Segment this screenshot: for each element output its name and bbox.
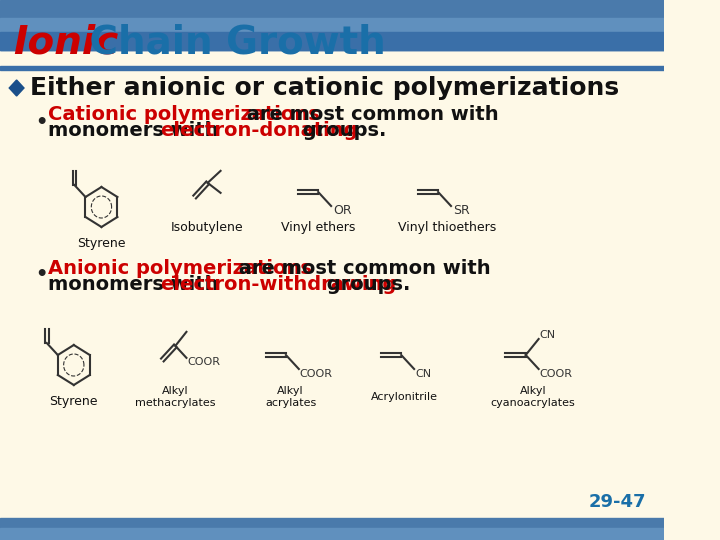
Text: COOR: COOR xyxy=(187,357,220,367)
Text: Either anionic or cationic polymerizations: Either anionic or cationic polymerizatio… xyxy=(30,76,618,100)
Text: Chain Growth: Chain Growth xyxy=(76,24,385,62)
Text: are most common with: are most common with xyxy=(232,259,491,278)
Text: COOR: COOR xyxy=(539,369,572,379)
Bar xyxy=(0,32,664,50)
Text: CN: CN xyxy=(539,330,556,340)
Text: Vinyl ethers: Vinyl ethers xyxy=(281,220,356,233)
Text: monomers with: monomers with xyxy=(48,274,225,294)
Bar xyxy=(0,518,664,540)
Text: groups.: groups. xyxy=(296,122,387,140)
Text: electron-donating: electron-donating xyxy=(160,122,358,140)
Text: 29-47: 29-47 xyxy=(588,493,646,511)
Text: •: • xyxy=(35,112,48,132)
Text: Ionic: Ionic xyxy=(13,24,118,62)
Text: Isobutylene: Isobutylene xyxy=(171,220,244,233)
Text: COOR: COOR xyxy=(300,369,333,379)
Text: are most common with: are most common with xyxy=(240,105,499,125)
Bar xyxy=(0,528,664,540)
Text: groups.: groups. xyxy=(320,274,410,294)
Text: Alkyl
acrylates: Alkyl acrylates xyxy=(265,386,316,408)
Text: Acrylonitrile: Acrylonitrile xyxy=(371,392,438,402)
Text: •: • xyxy=(35,266,48,285)
Text: Alkyl
methacrylates: Alkyl methacrylates xyxy=(135,386,215,408)
Text: CN: CN xyxy=(415,369,431,379)
Text: Styrene: Styrene xyxy=(50,395,98,408)
Text: electron-withdrawing: electron-withdrawing xyxy=(160,274,396,294)
Bar xyxy=(0,66,664,70)
Text: OR: OR xyxy=(333,204,351,217)
Bar xyxy=(0,18,664,50)
Text: Alkyl
cyanoacrylates: Alkyl cyanoacrylates xyxy=(491,386,575,408)
Text: Styrene: Styrene xyxy=(77,238,126,251)
Text: monomers with: monomers with xyxy=(48,122,225,140)
Text: SR: SR xyxy=(453,204,469,217)
Text: Anionic polymerizations: Anionic polymerizations xyxy=(48,259,312,278)
Bar xyxy=(0,0,664,50)
Text: Cationic polymerizations: Cationic polymerizations xyxy=(48,105,320,125)
Text: Vinyl thioethers: Vinyl thioethers xyxy=(398,220,497,233)
Polygon shape xyxy=(9,80,24,96)
